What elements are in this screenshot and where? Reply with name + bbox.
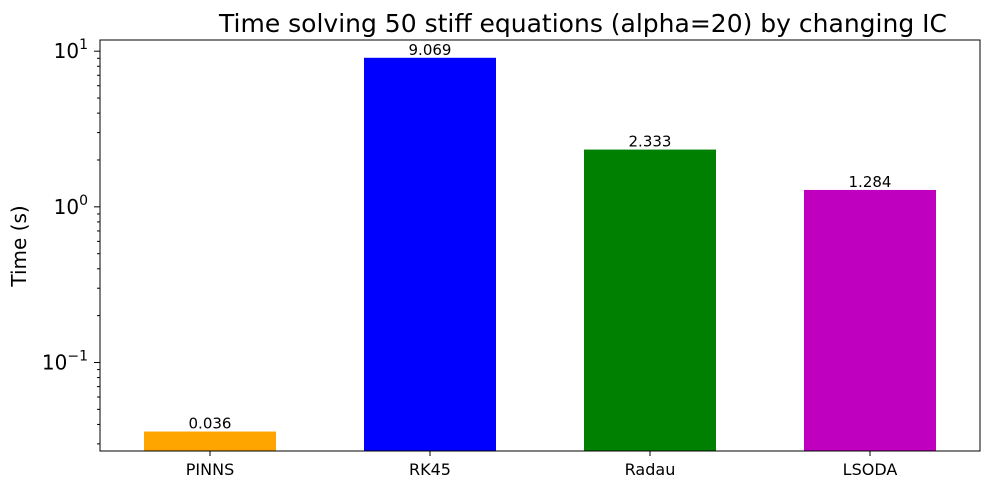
- bar-pinns: [144, 431, 276, 451]
- data-labels: 0.036 9.069 2.333 1.284: [189, 41, 892, 433]
- x-tick-label-radau: Radau: [625, 460, 676, 479]
- data-label-rk45: 9.069: [409, 41, 452, 59]
- y-tick-base: 10: [42, 350, 67, 374]
- bar-radau: [584, 149, 716, 451]
- y-axis-label: Time (s): [7, 205, 31, 287]
- y-tick-label: 10−1: [42, 348, 88, 374]
- data-label-pinns: 0.036: [189, 415, 232, 433]
- x-tick-label-lsoda: LSODA: [843, 460, 898, 479]
- bar-lsoda: [804, 189, 936, 451]
- data-label-radau: 2.333: [629, 133, 672, 151]
- y-tick-label: 100: [54, 193, 88, 219]
- y-tick-exponent: 1: [79, 37, 88, 53]
- chart-title: Time solving 50 stiff equations (alpha=2…: [218, 9, 947, 38]
- x-ticks: PINNS RK45 Radau LSODA: [186, 451, 898, 479]
- x-tick-label-pinns: PINNS: [186, 460, 234, 479]
- x-tick-label-rk45: RK45: [409, 460, 451, 479]
- bars: [144, 57, 936, 451]
- y-tick-base: 10: [54, 39, 79, 63]
- y-tick-exponent: 0: [79, 193, 88, 209]
- y-tick-label: 101: [54, 37, 88, 63]
- y-tick-exponent: −1: [67, 348, 88, 364]
- bar-rk45: [364, 57, 496, 451]
- plot-frame: [99, 39, 981, 452]
- data-label-lsoda: 1.284: [849, 173, 892, 191]
- y-tick-base: 10: [54, 195, 79, 219]
